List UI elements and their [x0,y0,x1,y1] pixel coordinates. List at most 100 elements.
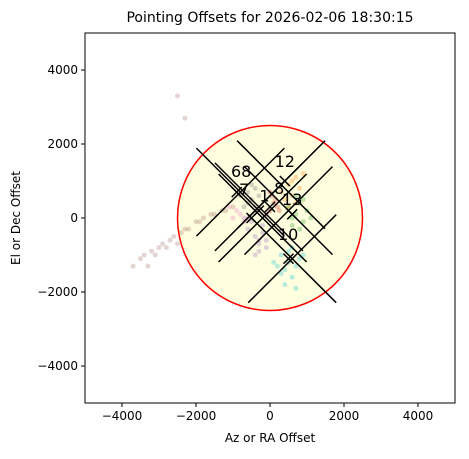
marker [247,214,337,304]
x-tick-label: 4000 [403,409,434,423]
point [256,193,262,199]
point [278,189,284,195]
annotation: 13 [282,190,302,209]
point [297,226,303,232]
point [245,189,251,195]
point [274,204,280,210]
point [278,252,284,258]
point [252,185,258,191]
point [200,215,206,221]
point [293,193,299,199]
point [293,263,299,269]
point [230,204,236,210]
point [282,197,288,202]
point [182,226,188,232]
point [138,256,143,262]
point [282,282,288,288]
point [230,215,236,221]
point [300,252,306,258]
point [186,226,192,232]
point [241,204,247,210]
point [297,185,303,191]
point [237,211,243,217]
marker [279,175,291,187]
point [263,237,269,243]
y-tick-label: 0 [70,211,78,225]
point [308,215,314,221]
point [252,234,258,239]
point [226,204,232,210]
point [293,174,299,180]
point [263,245,269,251]
annotation: 10 [278,225,298,244]
marker [282,253,295,265]
marker [286,208,298,220]
point [178,230,184,236]
point [163,245,169,251]
y-tick-label: −4000 [37,359,78,373]
annotation: 1 [259,186,269,205]
marker [245,212,258,224]
y-tick-label: −2000 [37,285,78,299]
annotation: 7 [239,180,249,199]
point [293,285,299,291]
point [289,178,295,184]
point [289,222,295,228]
point [289,274,295,280]
point [252,252,258,258]
x-axis-label: Az or RA Offset [225,431,316,445]
point [300,171,306,177]
point [197,219,203,225]
point [182,115,188,121]
point [193,219,199,225]
point [293,211,299,217]
point [260,222,266,228]
point [223,208,229,214]
point [276,208,282,214]
point [286,204,291,210]
point [297,256,303,262]
point [256,241,262,247]
point [271,259,277,265]
point [256,248,262,254]
point [171,234,177,239]
point [300,197,306,202]
point [130,263,136,269]
y-axis-label: El or Dec Offset [9,171,23,265]
point [282,267,288,273]
marker [231,186,243,198]
point [241,215,247,221]
point [289,215,295,221]
point [245,226,251,232]
y-tick-label: 4000 [47,63,78,77]
point [286,204,291,210]
x-tick-label: 2000 [329,409,360,423]
chart-title: Pointing Offsets for 2026-02-06 18:30:15 [126,10,413,26]
point [175,241,180,247]
point [156,245,162,251]
point [145,263,151,269]
point [160,241,166,247]
marker [264,201,276,213]
x-tick-label: −4000 [102,409,143,423]
point [274,263,280,269]
point [234,208,240,214]
point [149,248,155,254]
point [249,219,254,225]
point [167,237,173,243]
annotation: 12 [275,152,295,171]
marker [195,147,285,237]
point [208,211,214,217]
point [286,248,291,254]
point [249,182,254,188]
point [175,93,180,99]
point [300,219,306,225]
point [141,252,147,258]
point [278,271,284,276]
annotation: 68 [231,162,251,181]
point [260,230,266,236]
x-tick-label: 0 [266,409,274,423]
point [212,211,217,217]
y-tick-label: 2000 [47,137,78,151]
